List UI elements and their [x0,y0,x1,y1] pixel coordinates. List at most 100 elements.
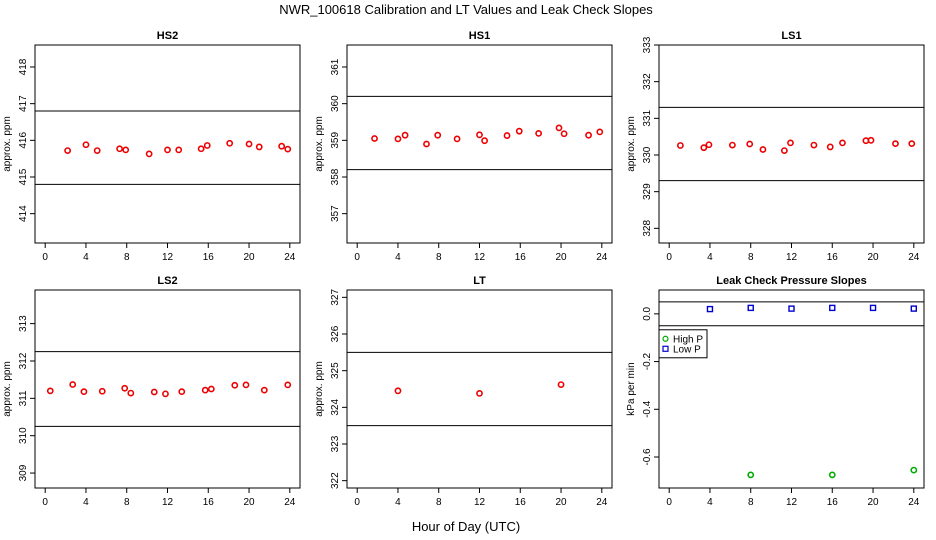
legend-marker [662,335,669,342]
panel-title: LS2 [157,275,177,287]
data-point [197,145,205,153]
x-tick-label: 8 [748,497,754,508]
x-tick-label: 16 [827,252,839,263]
data-point [828,471,836,479]
x-tick-label: 24 [908,252,920,263]
data-point [164,146,171,154]
x-tick-label: 12 [786,252,798,263]
x-tick-label: 20 [243,497,255,508]
panel-hs1: HS1 0 4 8 12 16 20 24 357 358 359 360 361 approx. ppm [314,30,613,263]
data-point [201,386,209,394]
y-tick-label: 313 [18,315,29,332]
x-tick-label: 12 [474,252,486,263]
data-point [476,389,483,397]
plot-frame [658,289,925,489]
y-tick-label: 323 [330,435,341,452]
data-point [121,384,129,392]
data-point [596,128,604,136]
data-point [585,131,592,139]
data-point [80,388,88,396]
data-point [64,147,72,154]
panel-lt: LT 0 4 8 12 16 20 24 322 323 324 325 326 327 approx. p… [314,275,613,508]
data-point [476,131,483,139]
data-point [677,142,684,149]
y-tick-label: 415 [18,168,29,185]
plot-frame [346,289,613,489]
legend-label: Low P [673,344,701,355]
x-tick-label: 0 [42,252,48,263]
data-point [423,140,430,148]
legend-label: High P [673,334,703,345]
y-tick-label: 357 [330,205,341,222]
data-point [453,135,461,143]
x-tick-label: 8 [124,252,130,263]
panel-ls1: LS1 0 4 8 12 16 20 24 328 329 330 331 332 333 approx. … [626,30,925,263]
y-tick-label: 0.0 [642,306,653,320]
data-point [910,305,918,312]
data-point [826,143,834,151]
x-tick-label: 16 [515,252,527,263]
x-tick-label: 8 [124,497,130,508]
x-tick-label: 0 [42,497,48,508]
x-tick-label: 24 [596,252,608,263]
y-tick-label: 309 [18,464,29,481]
y-tick-label: 358 [330,168,341,185]
y-tick-label: 332 [642,73,653,90]
data-point [82,141,90,149]
x-tick-label: 0 [354,497,360,508]
data-point [371,135,378,142]
data-point [401,131,409,139]
x-tick-label: 4 [83,252,89,263]
y-axis-label: approx. ppm [314,116,325,172]
data-point [908,140,916,148]
data-point [869,304,877,312]
panel-title: LS1 [781,30,801,42]
data-point [255,143,263,151]
x-tick-label: 4 [395,497,401,508]
data-point [560,130,568,138]
x-tick-label: 0 [666,252,672,263]
y-tick-label: 416 [18,132,29,149]
y-tick-label: 326 [330,325,341,342]
data-point [515,127,523,135]
data-point [705,141,713,149]
x-tick-label: 16 [827,497,839,508]
x-tick-label: 8 [436,252,442,263]
data-point [788,305,795,312]
data-point [503,132,511,139]
x-tick-label: 20 [555,497,567,508]
data-point [242,381,250,389]
x-tick-label: 12 [162,497,174,508]
data-point [434,131,442,139]
data-point [829,304,836,312]
data-point [759,146,767,153]
x-axis-label: Hour of Day (UTC) [412,519,520,534]
data-point [150,388,158,396]
y-tick-label: -0.2 [642,353,653,371]
y-tick-label: 414 [18,205,29,222]
y-tick-label: 333 [642,36,653,53]
data-point [162,390,169,398]
panel-title: Leak Check Pressure Slopes [716,275,866,287]
x-tick-label: 24 [284,497,296,508]
data-point [284,145,292,153]
y-tick-label: 361 [330,58,341,75]
x-tick-label: 12 [786,497,798,508]
panel-title: HS1 [469,30,490,42]
y-axis-label: approx. ppm [314,361,325,417]
x-tick-label: 8 [436,497,442,508]
plot-frame [346,44,613,244]
data-point [535,129,543,137]
data-point [747,471,755,479]
y-tick-label: 325 [330,362,341,379]
data-point [98,387,106,395]
x-tick-label: 16 [203,497,215,508]
data-point [706,305,714,313]
data-point [69,381,77,388]
y-axis-label: approx. ppm [2,116,13,172]
data-point [203,142,211,149]
x-tick-label: 16 [203,252,215,263]
data-point [46,387,54,395]
legend-box [658,329,708,359]
